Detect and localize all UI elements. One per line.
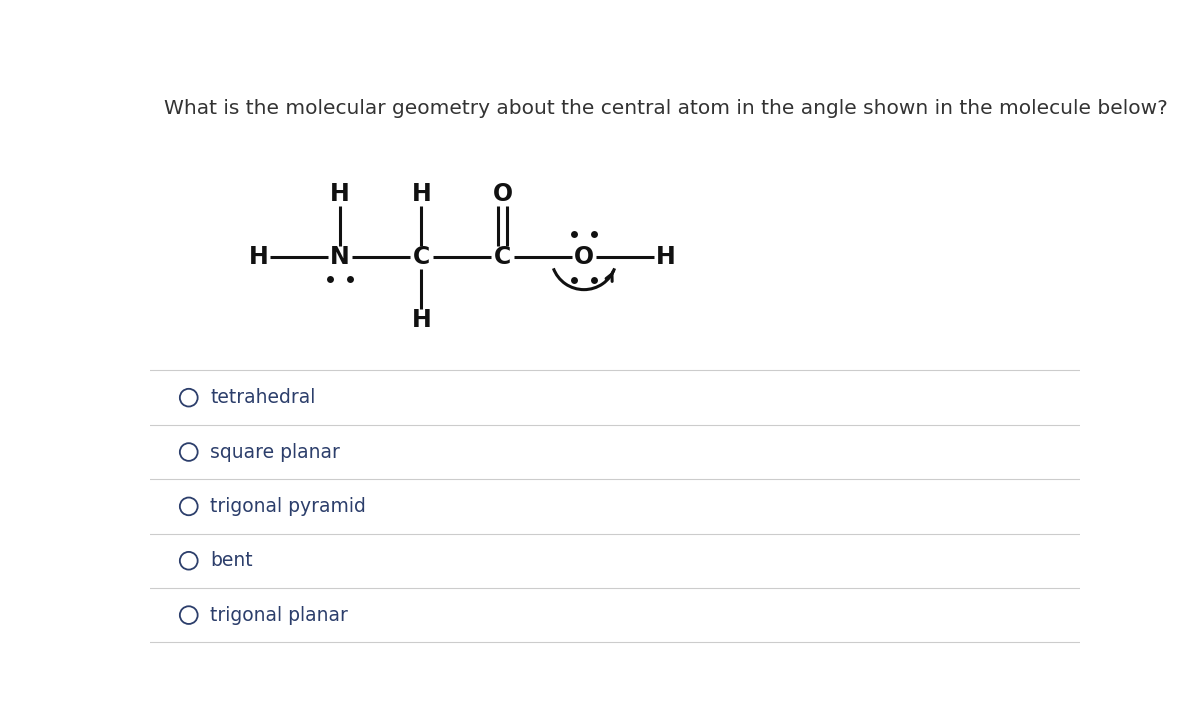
- Text: H: H: [655, 245, 676, 269]
- Text: tetrahedral: tetrahedral: [210, 388, 316, 407]
- Text: O: O: [574, 245, 594, 269]
- Text: N: N: [330, 245, 349, 269]
- Text: H: H: [248, 245, 269, 269]
- Text: C: C: [413, 245, 430, 269]
- Text: H: H: [330, 182, 349, 206]
- Text: What is the molecular geometry about the central atom in the angle shown in the : What is the molecular geometry about the…: [164, 99, 1168, 118]
- Text: H: H: [412, 309, 431, 333]
- Text: H: H: [412, 182, 431, 206]
- Text: square planar: square planar: [210, 443, 341, 462]
- Text: trigonal planar: trigonal planar: [210, 605, 348, 624]
- Text: bent: bent: [210, 551, 253, 570]
- Text: O: O: [492, 182, 512, 206]
- Text: trigonal pyramid: trigonal pyramid: [210, 497, 366, 516]
- Text: C: C: [494, 245, 511, 269]
